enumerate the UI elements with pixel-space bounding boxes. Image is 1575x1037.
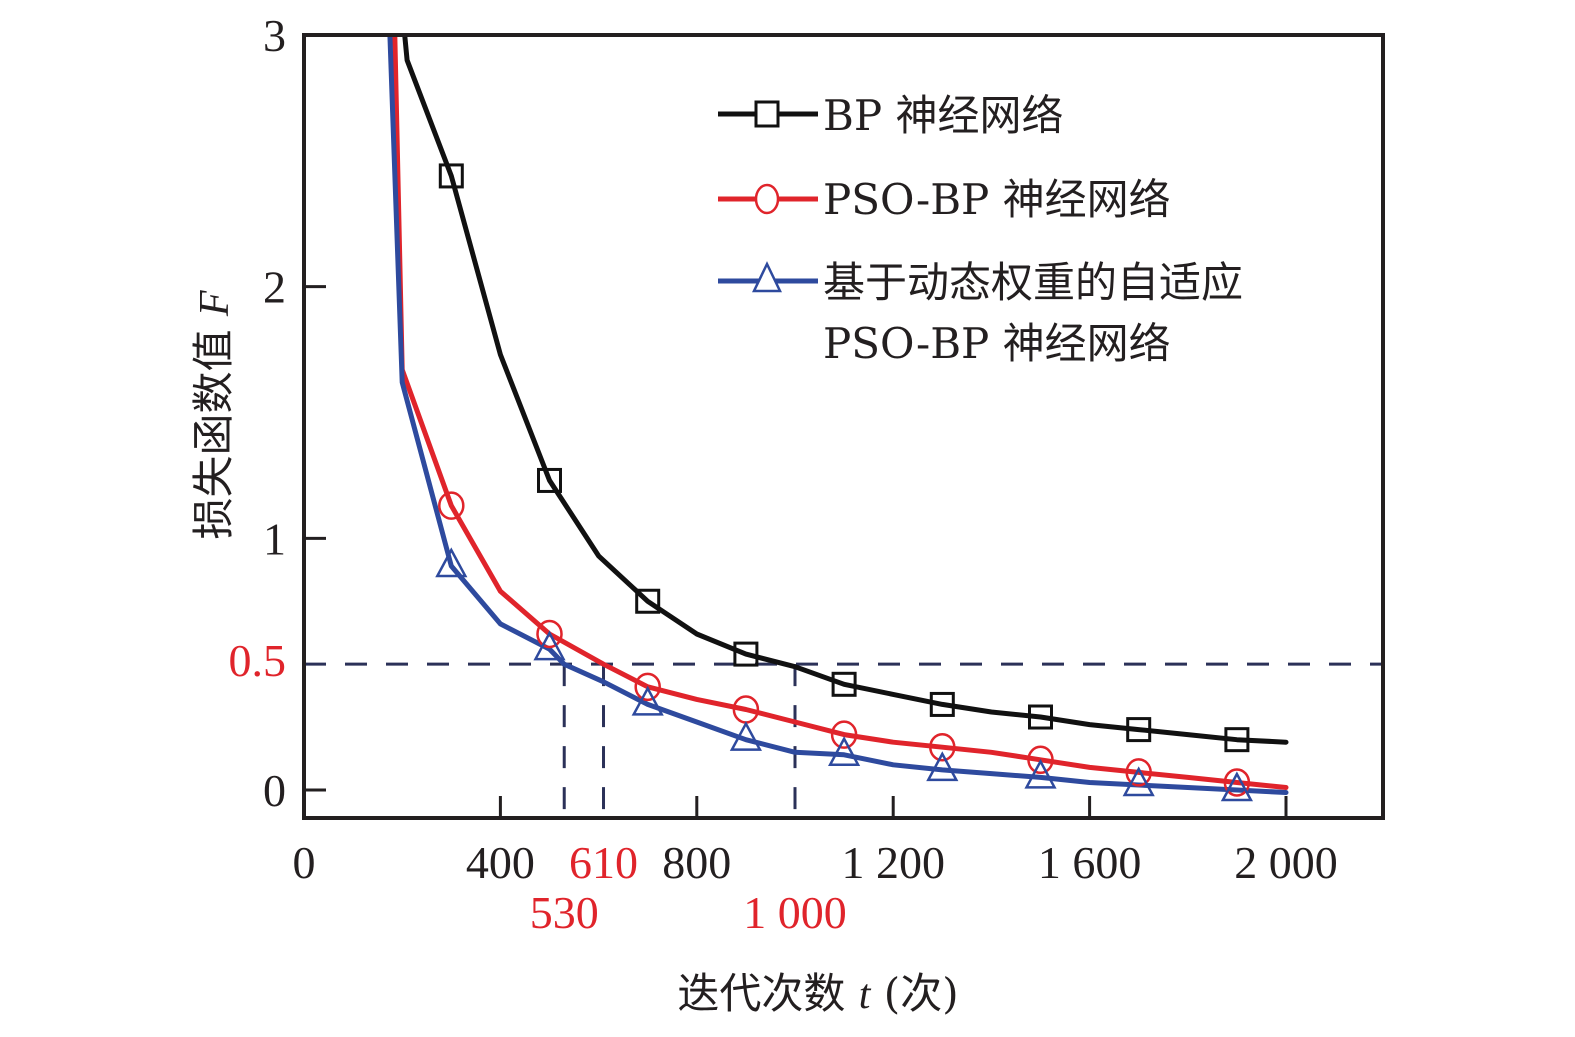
triangle-marker [533,630,566,661]
square-marker [537,467,562,493]
square-marker [635,588,661,614]
tick-layer [304,33,1288,818]
marker-layer [435,163,1253,802]
triangle-marker [1220,771,1253,802]
y-tick-label: 2 [263,262,286,313]
legend-item-adaptive: 基于动态权重的自适应 PSO-BP 神经网络 [718,258,1243,368]
x-tick-label: 0 [293,837,316,888]
y-axis-title-var: F [192,290,238,317]
threshold-label: 0.5 [229,635,287,686]
circle-marker [929,732,956,762]
triangle-marker [1122,766,1155,797]
crossing-label: 530 [530,887,599,938]
series-layer [387,35,1289,795]
square-marker [733,641,759,667]
plot-frame [302,33,1385,820]
circle-marker [830,720,858,749]
x-tick-label: 800 [662,837,731,888]
legend-item-pso-bp: PSO-BP 神经网络 [718,175,1171,224]
square-marker [1126,717,1152,743]
y-tick-label: 1 [263,513,286,564]
triangle-marker [926,751,959,782]
circle-marker [634,672,661,702]
crossing-label: 610 [569,837,638,888]
x-axis-title-unit: (次) [870,969,958,1018]
circle-marker [536,619,563,649]
triangle-marker [435,547,468,578]
y-axis-title: 损失函数值 F [189,290,238,539]
series-line-1 [392,35,1289,790]
triangle-marker-icon [752,261,782,293]
series-line-2 [387,35,1289,795]
y-tick-label: 3 [263,10,286,61]
x-axis-title: 迭代次数 t (次) [677,969,958,1018]
legend-label-bp: BP 神经网络 [823,91,1063,140]
legend-label-adaptive-line1: 基于动态权重的自适应 [823,258,1243,307]
circle-marker [1125,758,1152,787]
square-marker [1028,704,1053,730]
crossing-label: 1 000 [743,887,847,938]
circle-marker-icon [754,183,780,215]
legend-label-pso-bp: PSO-BP 神经网络 [823,175,1171,224]
circle-marker [1027,745,1054,775]
x-tick-label: 400 [466,837,535,888]
x-tick-labels: 0 400 800 1 200 1 600 2 000 [293,837,1338,888]
x-axis-title-var: t [859,972,872,1018]
square-marker [1224,727,1250,753]
reference-lines [304,662,1383,818]
legend-item-bp: BP 神经网络 [718,91,1063,140]
circle-marker [1223,768,1251,797]
triangle-marker [631,685,664,716]
square-marker [831,671,857,697]
triangle-marker [1024,758,1057,789]
series-line-0 [402,35,1289,745]
y-tick-labels: 0 1 2 3 [263,10,286,816]
legend: BP 神经网络 PSO-BP 神经网络 基于动态权重的自适应 PSO-BP 神经… [718,91,1243,368]
x-tick-label: 2 000 [1234,837,1338,888]
y-axis-title-main: 损失函数值 [189,316,238,539]
triangle-marker [828,736,861,767]
triangle-marker [729,721,762,751]
circle-marker [438,491,465,520]
square-marker [438,163,464,189]
legend-label-adaptive-line2: PSO-BP 神经网络 [823,319,1171,368]
x-tick-label: 1 600 [1038,837,1142,888]
square-marker [929,691,955,717]
x-axis-title-main: 迭代次数 [677,969,858,1018]
y-tick-label: 0 [263,765,286,816]
x-tick-label: 1 200 [841,837,945,888]
square-marker-icon [754,100,780,128]
